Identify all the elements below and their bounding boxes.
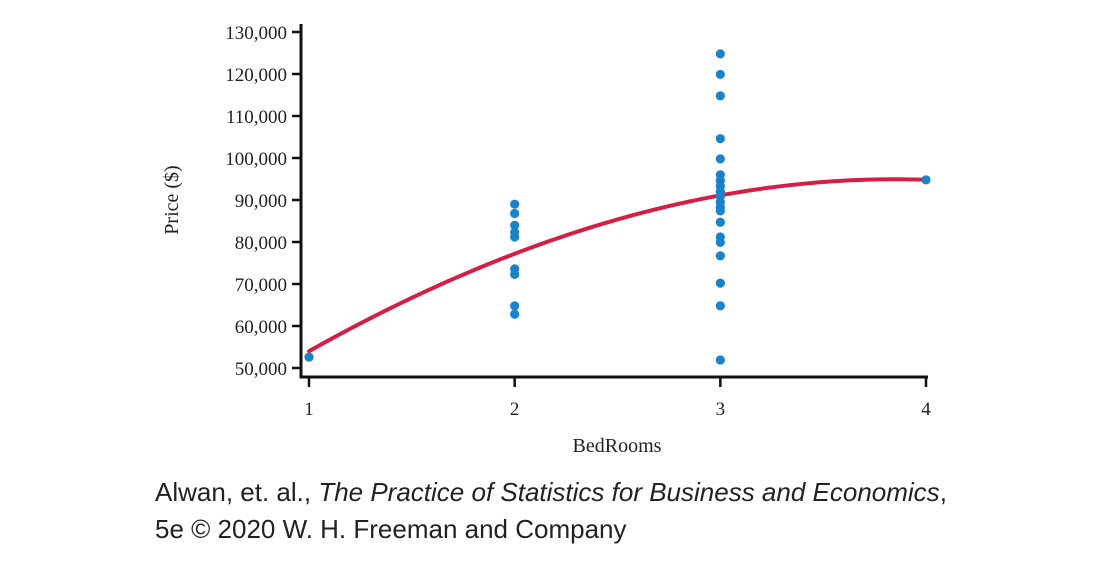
data-point [715,49,725,59]
data-points [304,49,931,365]
data-point [510,301,520,311]
data-point [510,269,520,279]
x-tick-label: 4 [921,399,931,420]
data-point [715,355,725,365]
data-point [304,352,314,362]
caption-authors: Alwan, et. al., [155,477,319,507]
y-axis-title: Price ($) [161,165,183,234]
caption-book-title: The Practice of Statistics for Business … [318,477,940,507]
y-axis: 50,000 60,000 70,000 80,000 90,000 100,000 110… [225,23,303,380]
data-point [510,199,520,209]
data-point [510,309,520,319]
y-tick-label: 50,000 [235,359,287,380]
scatter-chart: 50,000 60,000 70,000 80,000 90,000 100,000 110… [161,23,931,457]
x-axis: 1 2 3 4 [299,375,931,420]
x-tick-label: 1 [304,399,314,420]
data-point [715,91,725,101]
y-tick-label: 90,000 [235,191,287,212]
data-point [921,175,931,185]
data-point [715,154,725,164]
data-point [715,251,725,261]
data-point [510,208,520,219]
x-tick-label: 2 [510,399,520,420]
data-point [715,206,725,216]
x-tick-label: 3 [716,399,726,420]
data-point [510,232,520,242]
caption-punctuation: , [939,477,947,507]
y-tick-label: 100,000 [225,149,287,170]
data-point [715,69,725,80]
data-point [715,237,725,248]
y-tick-label: 110,000 [226,107,287,128]
y-tick-label: 60,000 [235,317,287,338]
fitted-curve-group [307,177,928,354]
y-tick-label: 80,000 [235,233,287,254]
data-point [510,220,520,230]
fitted-curve [307,177,928,354]
source-caption: Alwan, et. al., The Practice of Statisti… [155,474,1055,548]
y-tick-label: 120,000 [225,65,287,86]
data-point [715,278,725,288]
data-point [715,301,725,311]
caption-edition: 5e © 2020 W. H. Freeman and Company [155,514,627,544]
data-point [715,134,725,144]
x-axis-title: BedRooms [573,435,662,457]
y-tick-label: 70,000 [235,275,287,296]
y-tick-label: 130,000 [225,23,287,44]
data-point [715,217,725,227]
